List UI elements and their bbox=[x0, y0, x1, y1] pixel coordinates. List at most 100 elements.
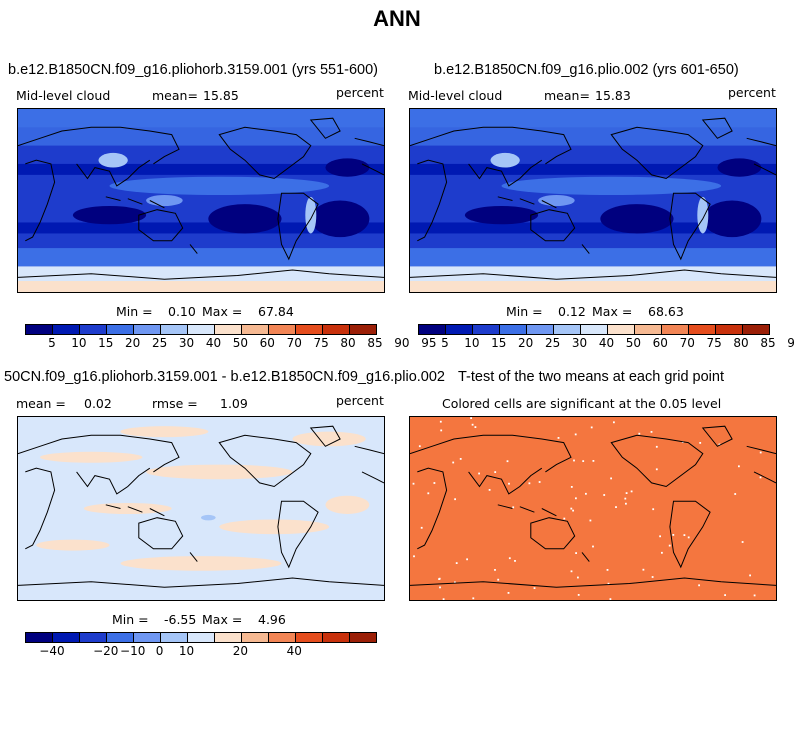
colorbar-tick-label: 90 bbox=[394, 336, 410, 350]
panel2-min-label: Min = bbox=[506, 304, 543, 319]
panel2-max-value: 68.63 bbox=[648, 304, 684, 319]
non-significant-cell bbox=[613, 421, 615, 424]
panel1-min-value: 0.10 bbox=[168, 304, 196, 319]
panel1-colorbar bbox=[25, 324, 377, 335]
coastline bbox=[417, 467, 448, 550]
colorbar-tick-label: 10 bbox=[464, 336, 480, 350]
colorbar-segment bbox=[134, 633, 161, 642]
colorbar-segment bbox=[242, 325, 269, 334]
colorbar-segment bbox=[107, 633, 134, 642]
non-significant-cell bbox=[609, 598, 612, 600]
coastline bbox=[309, 117, 341, 139]
panel2-colorbar-ticks: 5 10 15 20 25 30 40 50 60 70 75 80 85 90 95 bbox=[418, 336, 794, 350]
non-significant-cell bbox=[687, 536, 690, 539]
colorbar-tick-label: 80 bbox=[733, 336, 749, 350]
positive-difference-region bbox=[120, 556, 282, 571]
colorbar-segment bbox=[662, 325, 689, 334]
positive-difference-region bbox=[146, 464, 293, 480]
coastline bbox=[669, 500, 711, 569]
colorbar-tick-label: 15 bbox=[98, 336, 114, 350]
coastline bbox=[581, 244, 590, 254]
colorbar-segment bbox=[134, 325, 161, 334]
panel4-subtitle: Colored cells are significant at the 0.0… bbox=[442, 396, 722, 411]
panel2-mean-value: 15.83 bbox=[595, 88, 631, 103]
panel3-rmse-value: 1.09 bbox=[220, 396, 248, 411]
coastline bbox=[18, 434, 180, 473]
coastline bbox=[410, 269, 776, 280]
positive-difference-region bbox=[36, 539, 110, 551]
coastline bbox=[18, 269, 384, 280]
non-significant-cell bbox=[433, 482, 436, 484]
non-significant-cell bbox=[592, 460, 595, 462]
panel3-rmse-label: rmse = bbox=[152, 396, 198, 411]
colorbar-segment bbox=[53, 325, 80, 334]
colorbar-segment bbox=[269, 633, 296, 642]
non-significant-cell bbox=[607, 582, 610, 585]
panel2-colorbar bbox=[418, 324, 770, 335]
coastline bbox=[354, 137, 384, 176]
non-significant-cell bbox=[741, 541, 744, 543]
non-significant-cell bbox=[413, 555, 415, 558]
panel1-min-label: Min = bbox=[116, 304, 153, 319]
colorbar-segment bbox=[323, 633, 350, 642]
colorbar-segment bbox=[350, 633, 376, 642]
panel2-mean-label: mean= bbox=[544, 88, 590, 103]
non-significant-cell bbox=[575, 497, 577, 500]
non-significant-cell bbox=[753, 594, 756, 597]
non-significant-cell bbox=[699, 442, 702, 444]
arctic-band bbox=[410, 109, 776, 128]
arctic-band bbox=[18, 109, 384, 128]
coastline bbox=[701, 425, 733, 447]
colorbar-segment bbox=[215, 633, 242, 642]
non-significant-cell bbox=[661, 551, 663, 554]
panel4-title: T-test of the two means at each grid poi… bbox=[458, 369, 724, 385]
non-significant-cell bbox=[642, 568, 645, 571]
non-significant-cell bbox=[603, 494, 606, 496]
colorbar-segment bbox=[350, 325, 376, 334]
panel1-colorbar-ticks: 5 10 15 20 25 30 40 50 60 70 75 80 85 90 95 bbox=[25, 336, 436, 350]
non-significant-cell bbox=[718, 443, 721, 446]
colorbar-segment bbox=[296, 325, 323, 334]
colorbar-segment bbox=[80, 325, 107, 334]
colorbar-segment bbox=[215, 325, 242, 334]
colorbar-tick-label: 75 bbox=[706, 336, 722, 350]
positive-difference-region bbox=[219, 519, 330, 535]
non-significant-cell bbox=[625, 502, 627, 505]
non-significant-cell bbox=[494, 569, 496, 571]
colorbar-segment bbox=[446, 325, 473, 334]
non-significant-cell bbox=[659, 535, 661, 538]
panel3-colorbar-ticks: −40 −20 −10 0 10 20 40 bbox=[25, 644, 375, 658]
panel3-min-value: -6.55 bbox=[164, 612, 197, 627]
colorbar-tick-label: 5 bbox=[441, 336, 449, 350]
panel1-mean-label: mean= bbox=[152, 88, 198, 103]
panel1-variable-label: Mid-level cloud bbox=[16, 88, 111, 103]
panel4-map bbox=[409, 416, 777, 601]
panel3-min-label: Min = bbox=[112, 612, 149, 627]
non-significant-cell bbox=[759, 451, 762, 454]
colorbar-segment bbox=[689, 325, 716, 334]
coastline bbox=[410, 126, 572, 165]
low-cloud-region bbox=[600, 204, 674, 234]
non-significant-cell bbox=[538, 481, 541, 483]
panel1-map bbox=[17, 108, 385, 293]
non-significant-cell bbox=[734, 493, 737, 495]
non-significant-cell bbox=[589, 519, 592, 522]
coastline bbox=[410, 577, 776, 588]
panel3-max-label: Max = bbox=[202, 612, 243, 627]
subtropic-south-band bbox=[18, 222, 384, 234]
non-significant-cell bbox=[412, 482, 415, 485]
low-cloud-region bbox=[72, 205, 147, 225]
colorbar-tick-label: 30 bbox=[571, 336, 588, 350]
colorbar-segment bbox=[554, 325, 581, 334]
non-significant-cell bbox=[454, 498, 456, 501]
coastline bbox=[610, 126, 704, 180]
colorbar-tick-label: −20 bbox=[93, 644, 119, 658]
non-significant-cell bbox=[470, 417, 472, 419]
low-cloud-region bbox=[464, 205, 539, 225]
colorbar-tick-label: −40 bbox=[39, 644, 65, 658]
coastline bbox=[468, 467, 543, 495]
panel2-units: percent bbox=[728, 85, 776, 100]
colorbar-segment bbox=[80, 633, 107, 642]
coastline bbox=[138, 517, 184, 550]
panel3-units: percent bbox=[336, 393, 384, 408]
